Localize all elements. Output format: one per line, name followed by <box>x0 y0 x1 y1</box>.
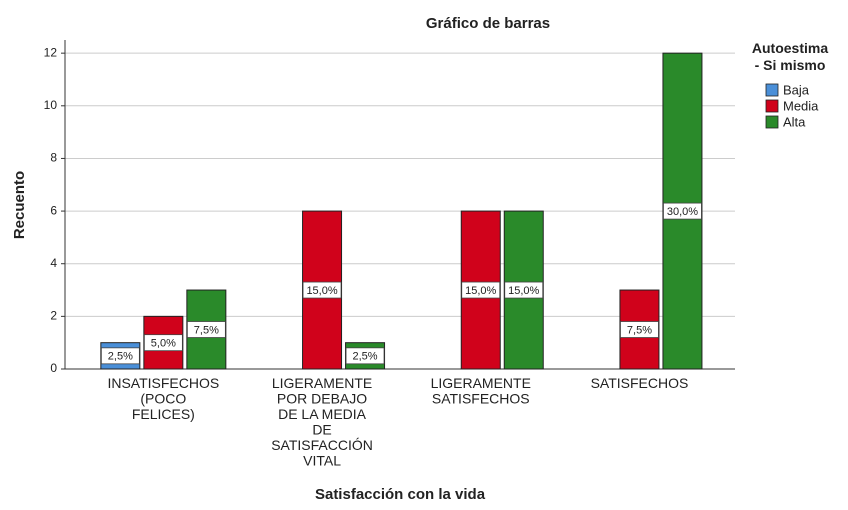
x-tick-label: LIGERAMENTE POR DEBAJO DE LA MEDIA DE SATISF… <box>271 375 373 469</box>
legend-swatch <box>765 115 779 129</box>
value-label: 2,5% <box>353 351 378 363</box>
value-label-box <box>461 281 501 299</box>
y-axis-title: Recuento <box>11 171 28 239</box>
y-tick-label: 10 <box>44 98 58 112</box>
y-tick-label: 12 <box>44 45 58 59</box>
legend-label: Alta <box>783 114 806 129</box>
x-tick-label: SATISFECHOS <box>591 375 689 391</box>
legend-label: Media <box>783 98 819 113</box>
value-label: 30,0% <box>667 206 698 218</box>
value-label: 15,0% <box>465 285 496 297</box>
value-label: 7,5% <box>627 324 652 336</box>
value-label: 2,5% <box>108 351 133 363</box>
value-label: 15,0% <box>306 285 337 297</box>
legend-swatch <box>765 83 779 97</box>
y-tick-label: 2 <box>50 309 57 323</box>
value-label-box <box>504 281 544 299</box>
value-label-box <box>143 334 183 352</box>
value-label-box <box>620 321 659 338</box>
y-tick-label: 8 <box>50 151 57 165</box>
x-tick-label: LIGERAMENTE SATISFECHOS <box>431 375 531 407</box>
x-axis-title: Satisfacción con la vida <box>315 486 486 503</box>
value-label: 15,0% <box>508 285 539 297</box>
legend-title: Autoestima - Si mismo <box>752 40 828 73</box>
value-label-box <box>345 347 385 365</box>
legend-swatch <box>765 99 779 113</box>
y-tick-label: 6 <box>50 203 57 217</box>
value-label-box <box>302 281 342 299</box>
value-label: 5,0% <box>151 338 176 350</box>
y-tick-label: 4 <box>50 256 57 270</box>
y-tick-label: 0 <box>50 361 57 375</box>
value-label-box <box>186 321 226 338</box>
chart-title: Gráfico de barras <box>426 15 550 32</box>
x-tick-label: INSATISFECHOS (POCO FELICES) <box>107 375 219 422</box>
legend-label: Baja <box>783 82 810 97</box>
value-label: 7,5% <box>194 324 219 336</box>
value-label-box <box>100 347 140 365</box>
value-label-box <box>663 202 702 220</box>
